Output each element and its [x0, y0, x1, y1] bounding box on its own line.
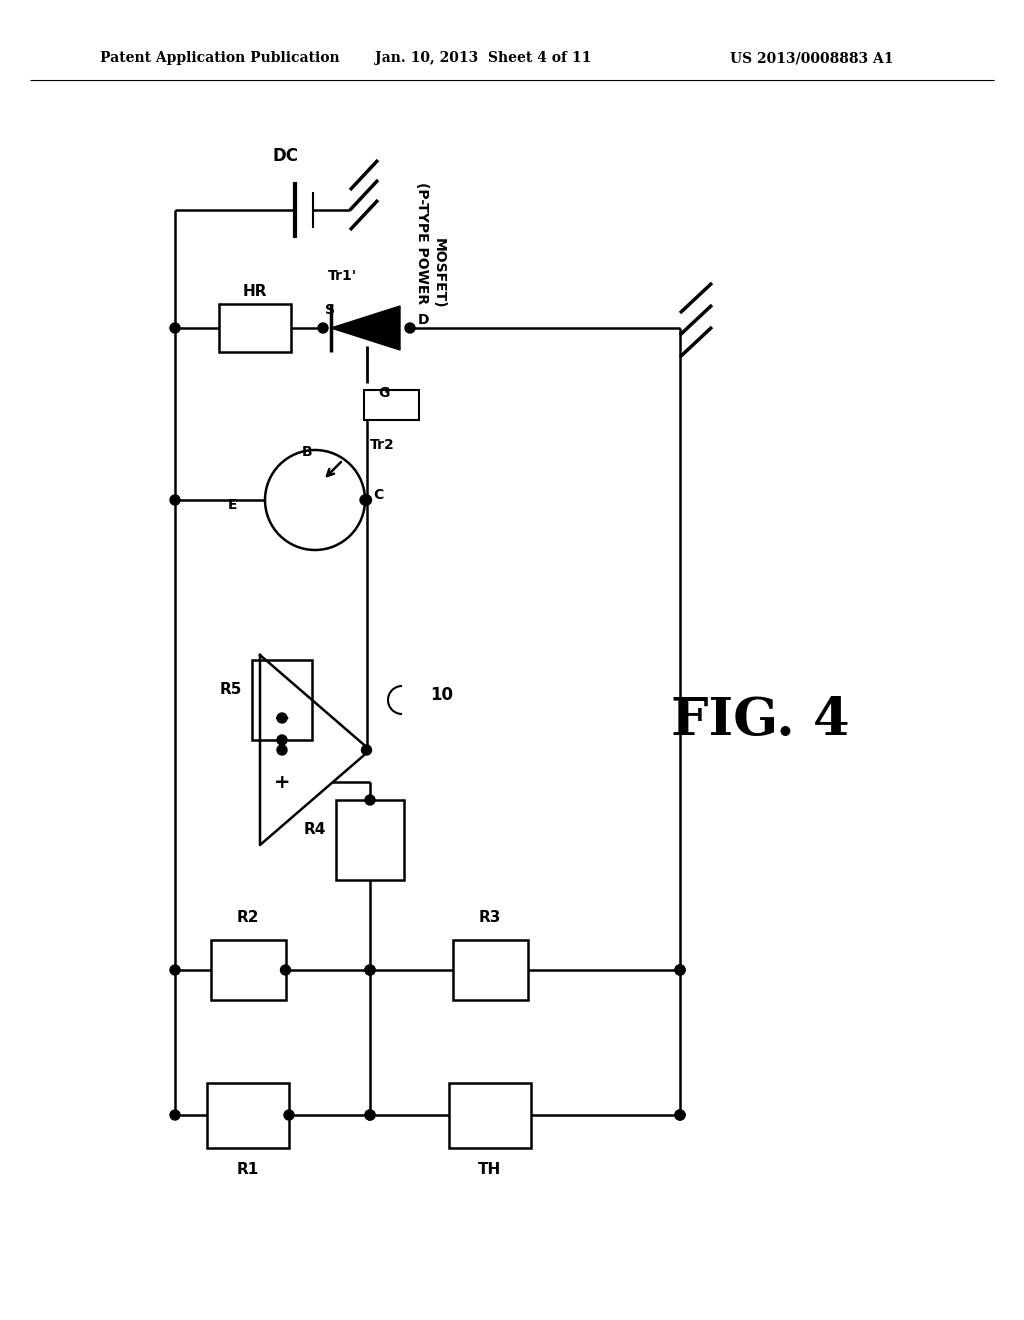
Text: R4: R4 [304, 822, 326, 837]
Circle shape [365, 965, 375, 975]
Text: HR: HR [243, 285, 267, 300]
Circle shape [281, 965, 291, 975]
Text: Jan. 10, 2013  Sheet 4 of 11: Jan. 10, 2013 Sheet 4 of 11 [375, 51, 592, 65]
Text: R5: R5 [219, 682, 242, 697]
Circle shape [361, 744, 372, 755]
Circle shape [284, 1110, 294, 1119]
Text: E: E [227, 498, 237, 512]
Circle shape [170, 1110, 180, 1119]
Text: −: − [273, 709, 290, 727]
Circle shape [265, 450, 365, 550]
Text: (P-TYPE POWER: (P-TYPE POWER [415, 182, 428, 304]
Text: 10: 10 [430, 686, 453, 704]
Circle shape [318, 323, 328, 333]
Circle shape [406, 323, 415, 333]
Text: TH: TH [478, 1163, 502, 1177]
Text: Patent Application Publication: Patent Application Publication [100, 51, 340, 65]
Circle shape [675, 965, 685, 975]
Circle shape [675, 965, 685, 975]
Circle shape [170, 495, 180, 506]
Bar [219, 304, 291, 352]
Text: MOSFET): MOSFET) [431, 238, 445, 309]
Text: G: G [379, 385, 390, 400]
Text: US 2013/0008883 A1: US 2013/0008883 A1 [730, 51, 894, 65]
Bar [207, 1082, 289, 1147]
Circle shape [360, 495, 370, 506]
Text: R2: R2 [237, 911, 259, 925]
Bar [336, 800, 404, 880]
Bar [211, 940, 286, 1001]
Text: B: B [302, 445, 312, 459]
Text: +: + [273, 772, 290, 792]
Text: D: D [418, 313, 429, 327]
Text: R1: R1 [237, 1163, 259, 1177]
Text: S: S [325, 304, 335, 317]
Text: DC: DC [272, 147, 298, 165]
Circle shape [365, 965, 375, 975]
Bar [453, 940, 527, 1001]
Circle shape [278, 735, 287, 744]
Bar [449, 1082, 531, 1147]
Text: Tr2: Tr2 [370, 438, 394, 451]
Circle shape [170, 965, 180, 975]
Circle shape [675, 1110, 685, 1119]
Text: Tr1': Tr1' [328, 269, 356, 282]
Polygon shape [260, 655, 370, 845]
Polygon shape [331, 306, 400, 350]
Circle shape [365, 1110, 375, 1119]
Circle shape [365, 795, 375, 805]
Circle shape [361, 495, 372, 506]
Circle shape [170, 323, 180, 333]
Circle shape [278, 713, 287, 723]
Circle shape [365, 1110, 375, 1119]
Text: FIG. 4: FIG. 4 [671, 694, 849, 746]
Text: C: C [373, 488, 383, 502]
Bar [252, 660, 312, 741]
Circle shape [675, 1110, 685, 1119]
Circle shape [278, 744, 287, 755]
Bar [364, 389, 419, 420]
Text: R3: R3 [479, 911, 501, 925]
